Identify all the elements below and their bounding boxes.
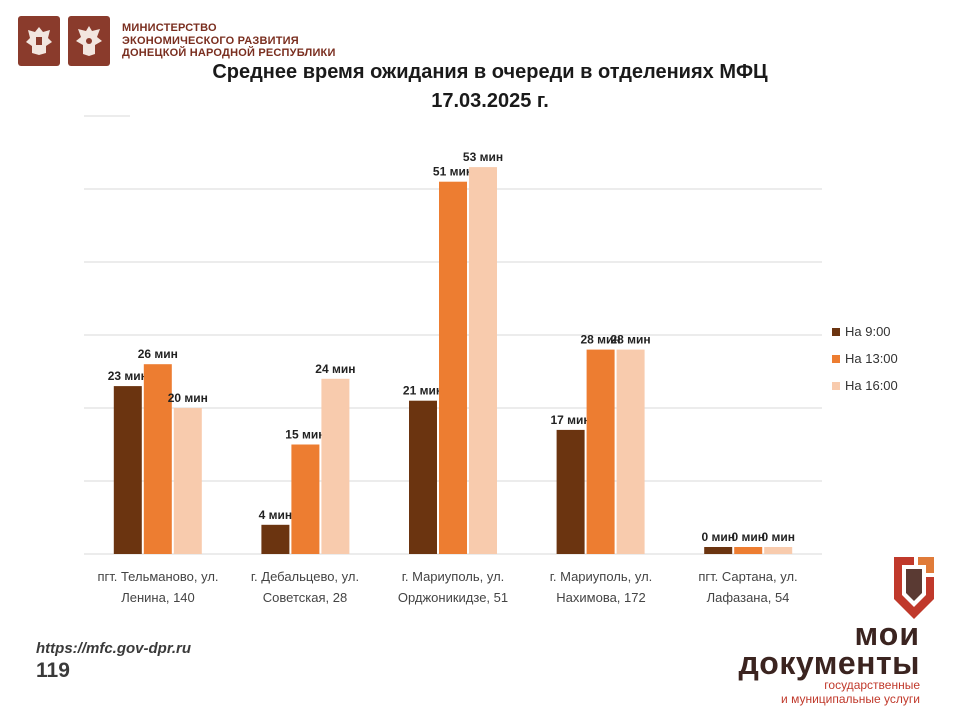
ministry-line: МИНИСТЕРСТВО xyxy=(122,22,217,35)
category-label-line: Ленина, 140 xyxy=(121,590,195,605)
ministry-line: ДОНЕЦКОЙ НАРОДНОЙ РЕСПУБЛИКИ xyxy=(122,47,336,60)
data-label: 24 мин xyxy=(315,362,355,376)
category-label-line: г. Мариуполь, ул. xyxy=(549,569,653,584)
brand-block: мои документы государственные и муниципа… xyxy=(738,616,920,706)
data-label: 20 мин xyxy=(168,391,208,405)
bar xyxy=(113,386,142,554)
data-label: 53 мин xyxy=(463,150,503,164)
data-label: 0 мин xyxy=(701,530,735,544)
category-label: пгт. Сартана, ул. Лафазана, 54 xyxy=(674,566,822,608)
data-label: 21 мин xyxy=(403,384,443,398)
brand-name-line: документы xyxy=(738,645,920,681)
chart-title: Среднее время ожидания в очереди в отдел… xyxy=(212,61,768,83)
header: МИНИСТЕРСТВО ЭКОНОМИЧЕСКОГО РАЗВИТИЯ ДОН… xyxy=(18,14,336,68)
data-label: 51 мин xyxy=(433,165,473,179)
bar xyxy=(704,547,733,554)
dpr-coat-of-arms-icon xyxy=(68,16,110,66)
bar xyxy=(556,429,585,554)
legend-item: На 9:00 xyxy=(832,318,898,345)
category-label-line: г. Мариуполь, ул. xyxy=(401,569,505,584)
chart-legend: На 9:00 На 13:00 На 16:00 xyxy=(832,318,898,399)
legend-swatch xyxy=(832,327,840,336)
category-label: г. Мариуполь, ул. Орджоникидзе, 51 xyxy=(379,566,527,608)
bar xyxy=(734,547,763,554)
legend-item: На 13:00 xyxy=(832,345,898,372)
category-label-line: пгт. Сартана, ул. xyxy=(698,569,798,584)
brand-name-line: мои xyxy=(854,616,920,652)
brand-subtitle: и муниципальные услуги xyxy=(781,692,920,706)
data-label: 17 мин xyxy=(551,413,591,427)
category-label-line: Нахимова, 172 xyxy=(556,590,646,605)
data-label: 0 мин xyxy=(761,530,795,544)
data-label: 0 мин xyxy=(731,530,765,544)
legend-label: На 13:00 xyxy=(845,351,898,366)
legend-label: На 9:00 xyxy=(845,324,891,339)
brand-subtitle: государственные xyxy=(824,678,920,692)
bar xyxy=(291,444,320,554)
bar xyxy=(616,349,645,554)
data-label: 28 мин xyxy=(611,333,651,347)
category-label-line: г. Дебальцево, ул. xyxy=(250,569,360,584)
category-label-line: Лафазана, 54 xyxy=(706,590,790,605)
data-label: 28 мин xyxy=(581,333,621,347)
website-url: https://mfc.gov-dpr.ru xyxy=(36,640,191,657)
bar xyxy=(143,364,172,554)
bar xyxy=(173,408,202,554)
category-label-line: Орджоникидзе, 51 xyxy=(397,590,509,605)
data-label: 23 мин xyxy=(108,369,148,383)
bar xyxy=(469,167,497,554)
russia-coat-of-arms-icon xyxy=(18,16,60,66)
bar xyxy=(439,181,467,554)
data-label: 4 мин xyxy=(259,508,293,522)
bar xyxy=(586,349,615,554)
bar xyxy=(321,378,350,554)
page-number: 119 xyxy=(36,659,70,682)
ministry-line: ЭКОНОМИЧЕСКОГО РАЗВИТИЯ xyxy=(122,34,299,47)
chart-subtitle: 17.03.2025 г. xyxy=(431,90,549,112)
chart-title-block: Среднее время ожидания в очереди в отдел… xyxy=(0,58,960,116)
legend-item: На 16:00 xyxy=(832,372,898,399)
ministry-name: МИНИСТЕРСТВО ЭКОНОМИЧЕСКОГО РАЗВИТИЯ ДОН… xyxy=(122,22,336,60)
bar xyxy=(764,547,793,554)
moi-dokumenty-logo-icon xyxy=(894,557,934,619)
data-label: 15 мин xyxy=(285,428,325,442)
legend-swatch xyxy=(832,354,840,363)
category-label-line: пгт. Тельманово, ул. xyxy=(97,569,219,584)
category-label: пгт. Тельманово, ул. Ленина, 140 xyxy=(84,566,232,608)
legend-swatch xyxy=(832,381,840,390)
legend-label: На 16:00 xyxy=(845,378,898,393)
category-label: г. Мариуполь, ул. Нахимова, 172 xyxy=(527,566,675,608)
data-label: 26 мин xyxy=(138,347,178,361)
bar xyxy=(409,400,437,554)
category-label-line: Советская, 28 xyxy=(262,590,348,605)
bar xyxy=(261,524,290,554)
category-label: г. Дебальцево, ул. Советская, 28 xyxy=(231,566,379,608)
